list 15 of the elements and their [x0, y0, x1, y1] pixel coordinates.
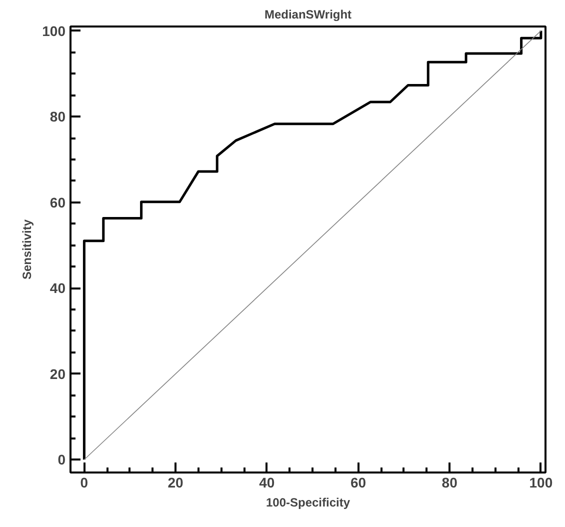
y-tick-label: 0 [58, 452, 66, 468]
y-axis-title: Sensitivity [20, 219, 34, 280]
x-tick-label: 40 [259, 474, 275, 490]
chart-title: MedianSWright [264, 8, 352, 22]
y-tick-label: 80 [50, 108, 66, 125]
y-tick-label: 40 [50, 280, 66, 296]
y-tick-label: 20 [50, 366, 66, 382]
x-tick-label: 20 [168, 474, 184, 490]
x-tick-label: 0 [80, 474, 88, 490]
y-tick-label: 60 [50, 194, 66, 210]
x-tick-label: 60 [350, 474, 366, 490]
x-axis-title: 100-Specificity [266, 496, 350, 510]
x-tick-label: 80 [442, 474, 458, 490]
x-tick-label: 100 [529, 474, 553, 490]
y-tick-label: 100 [42, 22, 66, 39]
